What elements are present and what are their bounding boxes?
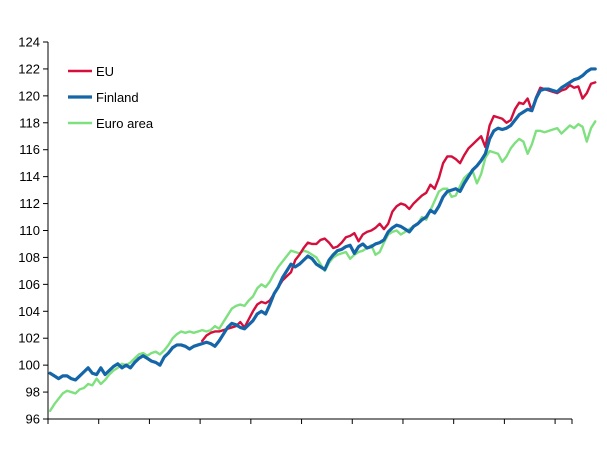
series-line-finland (48, 67, 597, 382)
y-tick-label: 98 (26, 385, 40, 400)
legend-label-euro-area: Euro area (96, 116, 154, 131)
legend-label-finland: Finland (96, 90, 139, 105)
y-tick-label: 104 (18, 304, 40, 319)
y-tick-label: 116 (19, 142, 40, 157)
y-tick-label: 108 (18, 250, 40, 265)
y-tick-label: 118 (19, 115, 40, 130)
y-tick-label: 120 (18, 88, 40, 103)
y-tick-label: 124 (18, 35, 40, 50)
y-tick-label: 106 (18, 277, 40, 292)
y-tick-label: 112 (19, 196, 40, 211)
y-tick-label: 100 (18, 358, 40, 373)
series-line-eu (201, 81, 597, 343)
y-tick-label: 102 (18, 331, 40, 346)
axes-layer: 96 98 100 102 104 106 108 110 112 114 116 118 120 122… (18, 35, 573, 427)
y-tick-label: 114 (19, 169, 40, 184)
y-tick-label: 96 (26, 412, 40, 427)
y-tick-label: 122 (18, 61, 40, 76)
legend-label-eu: EU (96, 64, 114, 79)
series-layer (48, 67, 597, 413)
legend: EU Finland Euro area (68, 64, 154, 131)
y-tick-label: 110 (19, 223, 40, 238)
